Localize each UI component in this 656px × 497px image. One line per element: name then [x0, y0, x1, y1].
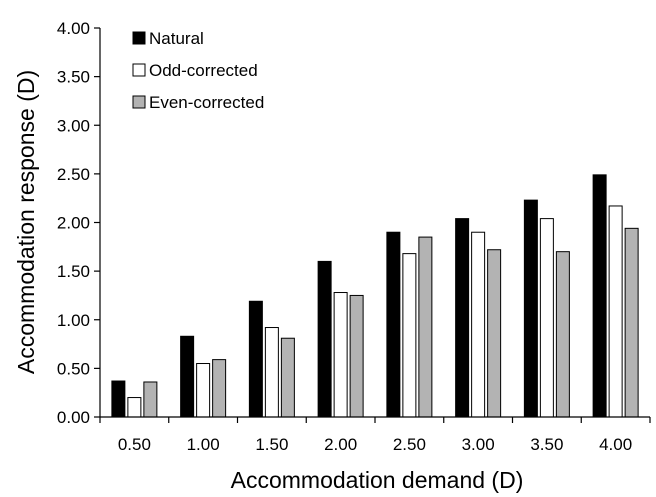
y-tick-label: 2.50	[57, 165, 90, 184]
bar-natural	[455, 218, 470, 418]
bar-natural	[592, 174, 607, 418]
bar-odd-corrected	[333, 292, 348, 418]
bars-group	[111, 174, 639, 418]
x-tick-label: 0.50	[118, 435, 151, 454]
y-axis-title: Accommodation response (D)	[13, 70, 39, 374]
legend-swatch	[132, 31, 146, 45]
x-axis: 0.50 1.00 1.50 2.00 2.50 3.00 3.50 4.00	[99, 416, 651, 454]
y-tick-label: 4.00	[57, 19, 90, 38]
legend-label: Natural	[149, 29, 204, 48]
x-tick-label: 2.50	[393, 435, 426, 454]
y-tick-label: 1.50	[57, 262, 90, 281]
bar-natural	[111, 380, 126, 418]
x-tick-label: 1.00	[187, 435, 220, 454]
y-tick-label: 0.50	[57, 359, 90, 378]
bar-even-corrected	[487, 249, 502, 418]
bar-even-corrected	[212, 359, 227, 418]
bar-even-corrected	[349, 294, 364, 418]
bar-odd-corrected	[471, 231, 486, 418]
bar-natural	[386, 231, 401, 418]
x-axis-title: Accommodation demand (D)	[231, 467, 524, 493]
bar-even-corrected	[555, 251, 570, 418]
x-tick-label: 3.50	[530, 435, 563, 454]
legend-label: Even-corrected	[149, 93, 264, 112]
bar-odd-corrected	[402, 253, 417, 418]
x-tick-label: 4.00	[599, 435, 632, 454]
bar-natural	[180, 335, 195, 418]
legend-swatch	[132, 95, 146, 109]
legend: Natural Odd-corrected Even-corrected	[132, 29, 264, 112]
y-tick-label: 1.00	[57, 311, 90, 330]
y-tick-label: 3.50	[57, 68, 90, 87]
y-tick-label: 2.00	[57, 214, 90, 233]
bar-even-corrected	[280, 337, 295, 418]
legend-label: Odd-corrected	[149, 61, 258, 80]
x-tick-label: 3.00	[462, 435, 495, 454]
y-axis: 0.00 0.50 1.00 1.50 2.00 2.50 3.00 3.50 4.00	[57, 19, 101, 427]
bar-odd-corrected	[539, 218, 554, 418]
bar-even-corrected	[143, 381, 158, 418]
bar-even-corrected	[624, 227, 639, 418]
x-tick-label: 2.00	[324, 435, 357, 454]
bar-odd-corrected	[264, 327, 279, 418]
bar-odd-corrected	[127, 397, 142, 418]
bar-odd-corrected	[608, 205, 623, 418]
bar-odd-corrected	[196, 363, 211, 418]
bar-natural	[248, 300, 263, 418]
bar-even-corrected	[418, 236, 433, 418]
x-tick-label: 1.50	[255, 435, 288, 454]
legend-swatch	[132, 63, 146, 77]
y-tick-label: 0.00	[57, 408, 90, 427]
y-tick-label: 3.00	[57, 116, 90, 135]
bar-natural	[317, 260, 332, 418]
bar-natural	[523, 199, 538, 418]
